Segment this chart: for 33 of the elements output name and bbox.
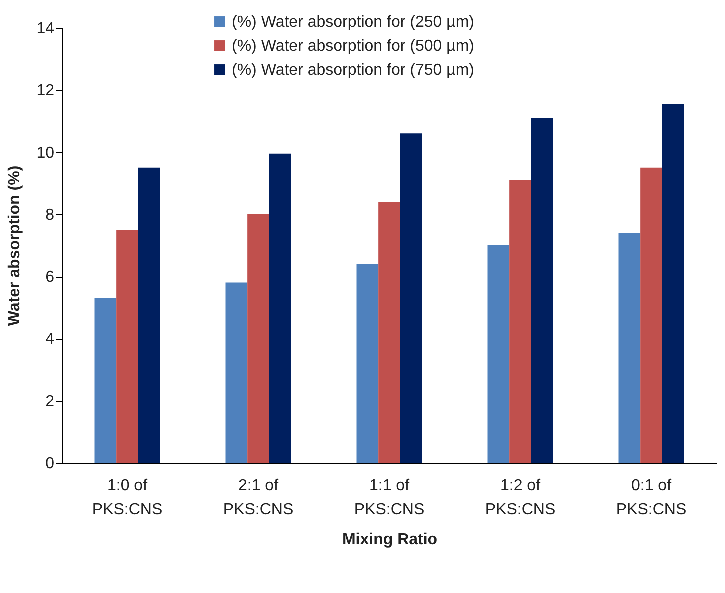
x-axis-title: Mixing Ratio <box>342 532 438 548</box>
x-tick-label: 1:0 of PKS:CNS <box>92 478 163 518</box>
bar <box>662 104 684 463</box>
y-tick-label: 0 <box>46 456 55 472</box>
x-tick-label: 0:1 of PKS:CNS <box>616 478 687 518</box>
bar <box>226 282 248 463</box>
y-tick-label: 14 <box>36 20 55 38</box>
bar <box>510 180 532 463</box>
bar <box>378 202 400 463</box>
y-tick-label: 4 <box>46 331 55 348</box>
bar <box>248 214 270 463</box>
x-tick-label: 2:1 of PKS:CNS <box>223 478 294 518</box>
bar <box>116 230 138 463</box>
bar <box>400 134 422 463</box>
x-tick-label: 1:1 of PKS:CNS <box>354 478 425 518</box>
bar <box>640 168 662 463</box>
y-tick-label: 10 <box>36 144 55 162</box>
y-tick-label: 6 <box>46 269 55 286</box>
legend-label: (%) Water absorption for (250 µm) <box>232 14 474 31</box>
legend-label: (%) Water absorption for (750 µm) <box>232 62 474 79</box>
bar <box>531 118 554 463</box>
bar <box>269 154 292 463</box>
x-tick-label: 1:2 of PKS:CNS <box>485 478 556 518</box>
y-axis-title: Water absorption (%) <box>6 166 24 326</box>
y-tick-label: 2 <box>46 393 55 410</box>
legend-label: (%) Water absorption for (500 µm) <box>232 38 474 55</box>
bar <box>356 264 379 463</box>
bar <box>488 246 510 463</box>
y-tick-label: 12 <box>36 82 55 100</box>
bar <box>618 233 641 463</box>
bar <box>94 298 117 463</box>
bar <box>138 168 160 463</box>
y-tick-label: 8 <box>46 206 55 224</box>
